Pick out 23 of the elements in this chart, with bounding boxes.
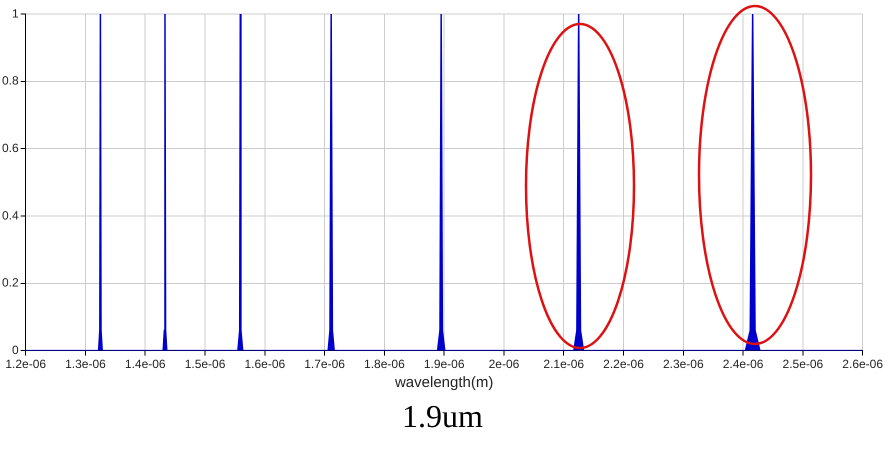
x-tick-label: 1.8e-06 [364, 357, 406, 372]
y-tick-label: 0.8 [2, 74, 19, 88]
x-tick-label: 2.2e-06 [603, 357, 644, 372]
x-tick-label: 2.3e-06 [662, 357, 704, 372]
x-axis-title: wavelength(m) [394, 374, 494, 392]
x-tick-label: 2e-06 [488, 357, 520, 372]
y-tick-label: 0 [12, 342, 19, 357]
x-tick-label: 2.5e-06 [782, 357, 824, 372]
text: 1.9um [401, 398, 484, 435]
y-tick-label: 0.4 [2, 208, 19, 222]
y-tick-label: 0.2 [2, 276, 19, 290]
x-tick-label: 1.3e-06 [65, 357, 106, 372]
x-tick-label: 1.6e-06 [244, 357, 286, 372]
y-tick-label: 1 [12, 6, 19, 20]
x-tick-label: 2.4e-06 [722, 357, 764, 372]
x-tick-label: 1.2e-06 [5, 357, 46, 372]
x-tick-label: 1.9e-06 [424, 357, 465, 372]
x-tick-label: 1.4e-06 [124, 357, 166, 372]
x-tick-label: 2.1e-06 [543, 357, 584, 372]
x-tick-label: 1.5e-06 [184, 357, 226, 372]
x-tick-label: 1.7e-06 [304, 357, 346, 372]
y-tick-label: 0.6 [2, 140, 19, 155]
x-tick-label: 2.6e-06 [842, 357, 884, 372]
